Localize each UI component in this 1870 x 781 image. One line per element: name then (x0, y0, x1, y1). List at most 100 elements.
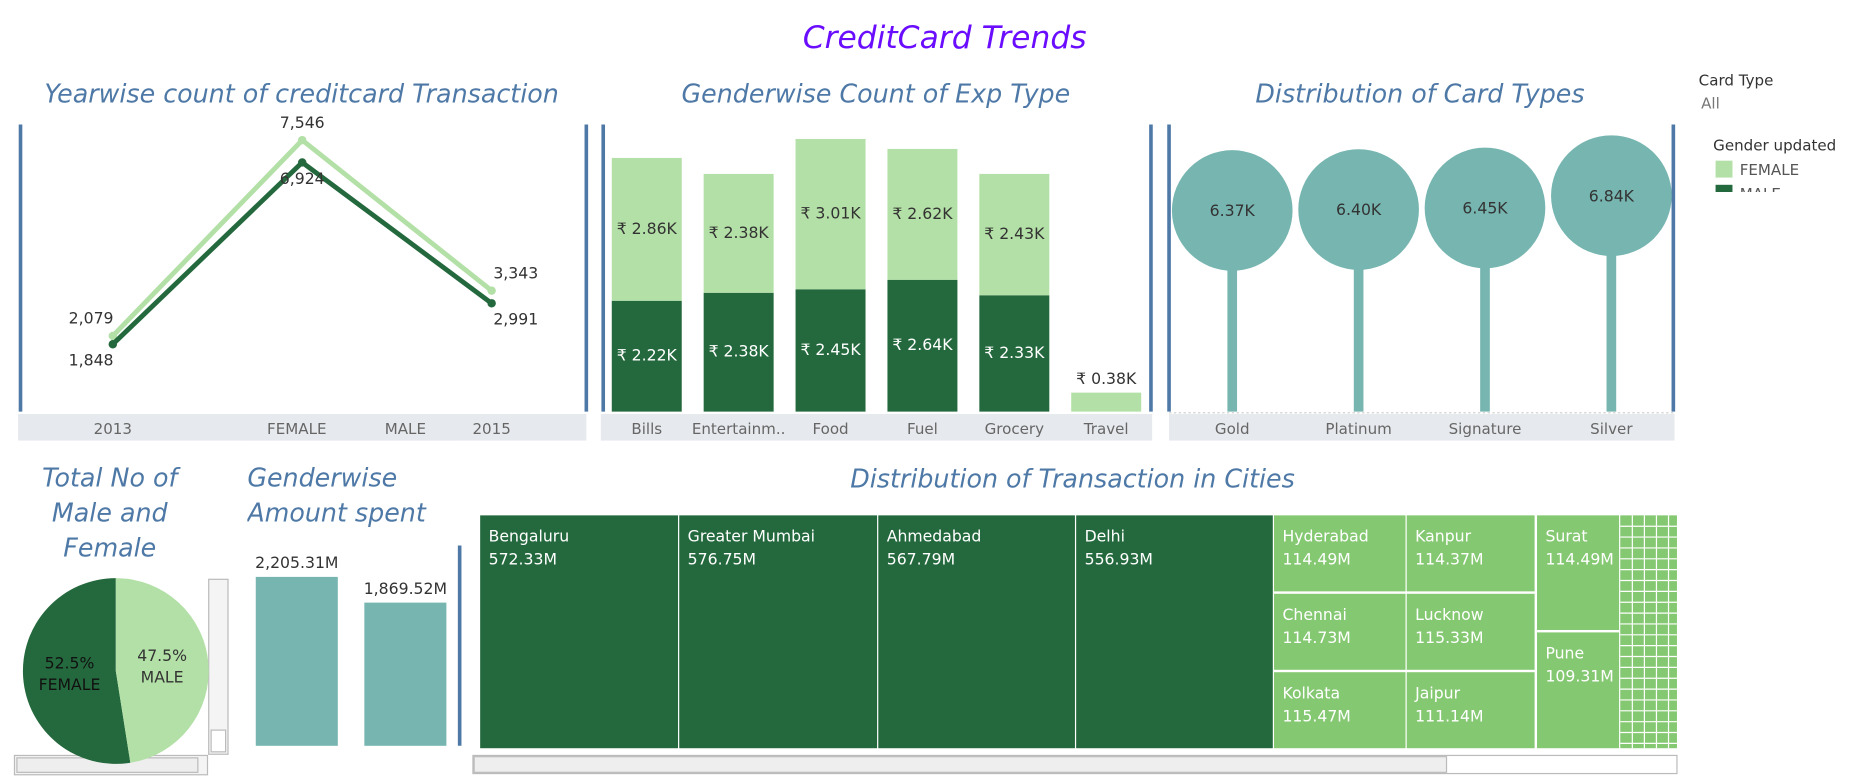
cell-name: Lucknow (1415, 605, 1484, 624)
point (108, 331, 118, 341)
point (487, 299, 496, 308)
data-label: ₹ 2.62K (892, 204, 953, 223)
cell-value: 576.75M (688, 550, 756, 569)
x-tick-label: Platinum (1325, 420, 1391, 438)
treemap-cell (679, 515, 878, 749)
cell-name: Kanpur (1415, 527, 1471, 546)
cell-name: Delhi (1085, 527, 1125, 546)
stem (1480, 207, 1490, 412)
cell-name: Jaipur (1414, 683, 1460, 702)
chart-title: Genderwise Count of Exp Type (682, 79, 1071, 109)
data-label: ₹ 2.45K (800, 340, 861, 359)
axis-strip (600, 414, 1153, 441)
treemap-cell (1406, 672, 1535, 749)
cell-name: Hyderabad (1282, 527, 1368, 546)
bar (364, 602, 447, 746)
x-tick-label: Gold (1215, 420, 1250, 438)
x-tick-label: Fuel (907, 420, 938, 438)
cell-value: 114.37M (1415, 550, 1483, 569)
treemap-cell (1537, 515, 1620, 630)
cell-name: Chennai (1282, 605, 1346, 624)
data-label: 1,848 (69, 351, 114, 370)
bar-segment (703, 292, 774, 412)
chart-title: Distribution of Transaction in Cities (850, 463, 1295, 493)
data-label: 47.5% (137, 646, 187, 665)
data-label: 3,343 (493, 263, 538, 282)
chart-title: Distribution of Card Types (1255, 79, 1584, 109)
bar-segment (979, 173, 1050, 296)
lollipop-head (1551, 135, 1672, 256)
cell-name: Pune (1545, 644, 1584, 663)
bar-segment (795, 138, 866, 290)
bar-segment (887, 279, 958, 412)
treemap-cell (1406, 593, 1535, 670)
slice-label: MALE (141, 668, 184, 687)
treemap-cell (878, 515, 1075, 749)
data-label: 7,546 (280, 113, 325, 132)
bar (255, 576, 338, 746)
filter-label: Card Type (1699, 72, 1774, 90)
x-tick-label: Travel (1083, 420, 1129, 438)
bar-segment (887, 148, 958, 280)
lollipop-head (1171, 150, 1293, 271)
axis-strip (242, 414, 460, 441)
treemap-cell (1274, 593, 1406, 670)
data-label: ₹ 2.38K (709, 342, 770, 361)
bar-segment (611, 157, 682, 301)
data-label: ₹ 2.38K (709, 223, 770, 242)
panel-borders (18, 124, 1676, 746)
cell-value: 556.93M (1085, 550, 1153, 569)
data-label: 6.45K (1462, 199, 1508, 218)
treemap-cell (480, 515, 679, 749)
bar-segment (611, 300, 682, 412)
cell-name: Kolkata (1282, 683, 1340, 702)
x-tick-label: MALE (385, 420, 426, 438)
stem (1227, 210, 1238, 412)
data-label: 1,869.52M (364, 579, 447, 598)
cell-value: 114.49M (1545, 550, 1613, 569)
data-label: 52.5% (45, 653, 95, 672)
data-label: ₹ 3.01K (800, 204, 861, 223)
point (487, 286, 496, 295)
x-tick-label: Bills (631, 420, 662, 438)
bar-segment (795, 289, 866, 412)
treemap-small-cells (1620, 515, 1677, 749)
cell-value: 115.33M (1415, 628, 1483, 647)
stem (1353, 209, 1364, 412)
data-label: ₹ 2.22K (617, 346, 678, 365)
bar-segment (979, 295, 1050, 412)
data-label: 6,924 (280, 169, 325, 188)
chart-title: Total No of Male and Female (42, 463, 178, 563)
line (111, 159, 494, 346)
treemap-cell (1406, 515, 1535, 592)
lollipop-head (1298, 149, 1419, 270)
x-tick-label: Signature (1449, 420, 1522, 438)
pie-slice (22, 578, 131, 764)
cell-value: 572.33M (489, 550, 557, 569)
x-tick-label: Grocery (985, 420, 1045, 438)
amount-title-box: Genderwise Amount spent (247, 463, 425, 527)
cell-value: 114.49M (1282, 550, 1350, 569)
data-label: 2,079 (69, 309, 114, 328)
treemap-cell (1274, 515, 1406, 592)
data-label: 6.37K (1210, 201, 1256, 220)
filter-value[interactable]: All (1701, 94, 1720, 112)
legend-swatch (1715, 184, 1733, 193)
treemap-rest (1620, 515, 1677, 749)
cell-value: 567.79M (887, 550, 955, 569)
cell-name: Ahmedabad (887, 527, 982, 546)
dashboard-title: CreditCard Trends (803, 20, 1087, 56)
x-tick-label: 2013 (94, 420, 132, 438)
legend-title: Gender updated (1713, 137, 1836, 155)
legend: FEMALE MALE (1715, 160, 1799, 193)
treemap-cell (1537, 632, 1620, 749)
axis-strip (1169, 414, 1675, 441)
treemap-cell (1274, 672, 1406, 749)
x-tick-label: FEMALE (267, 420, 326, 438)
scrollbars[interactable] (13, 578, 1678, 776)
pie-slice (115, 578, 209, 763)
point (297, 158, 307, 167)
cell-value: 111.14M (1415, 706, 1483, 725)
